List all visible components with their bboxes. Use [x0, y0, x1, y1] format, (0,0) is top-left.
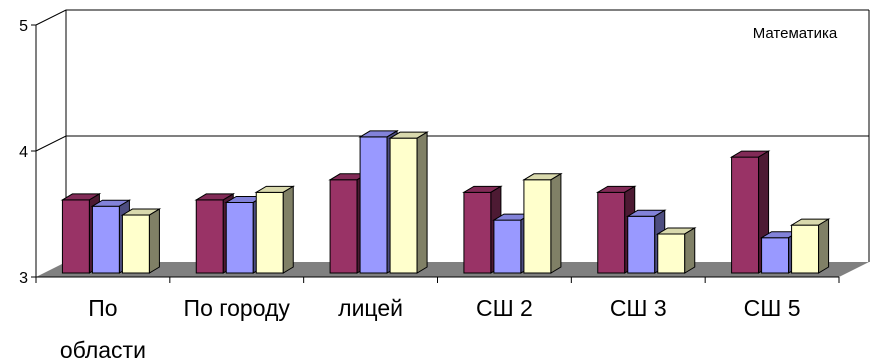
bar-front: [329, 179, 358, 274]
bar-front: [359, 136, 388, 274]
bar-front: [731, 156, 760, 274]
category-label: По: [88, 295, 117, 321]
bar-front: [761, 237, 790, 274]
legend-annotation: Математика: [753, 25, 838, 42]
bar-front: [195, 199, 224, 274]
bar-front: [61, 199, 90, 274]
bar-side: [416, 131, 428, 274]
category-label: лицей: [338, 295, 403, 321]
bar: [655, 227, 697, 274]
category-label: области: [60, 337, 146, 361]
bar-front: [255, 191, 284, 274]
y-tick-label: 4: [19, 144, 28, 161]
bar-side: [684, 227, 696, 274]
bar-side: [148, 208, 160, 274]
category-label: СШ 2: [476, 295, 533, 321]
bar: [789, 218, 831, 274]
category-label: СШ 3: [610, 295, 667, 321]
bar-front: [121, 214, 150, 274]
bar-front: [493, 219, 522, 274]
bars: [60, 130, 831, 274]
bar-front: [91, 205, 120, 274]
bar-front: [225, 201, 254, 274]
axes: 3 4 5: [19, 18, 840, 287]
y-tick-label: 3: [19, 270, 28, 287]
bar: [462, 185, 503, 274]
bar-front: [463, 191, 492, 274]
bar-side: [282, 185, 294, 274]
category-label: СШ 5: [744, 295, 801, 321]
category-labels: По области По городу лицей СШ 2 СШ 3 СШ 5: [60, 295, 801, 361]
bar: [388, 131, 429, 274]
bar-front: [627, 215, 656, 274]
bar: [522, 172, 563, 274]
bar: [120, 208, 162, 274]
bar-front: [657, 233, 686, 274]
gridlines: [35, 9, 869, 152]
gridline: [35, 135, 869, 152]
bar: [254, 185, 296, 274]
bar-side: [818, 218, 830, 274]
category-label: По городу: [184, 295, 291, 321]
bar-front: [597, 191, 626, 274]
y-tick-label: 5: [19, 18, 28, 35]
bar-side: [550, 172, 562, 274]
gridline: [35, 9, 869, 26]
bar-front: [523, 179, 552, 274]
bar-front: [389, 137, 418, 274]
bar-front: [791, 224, 820, 274]
